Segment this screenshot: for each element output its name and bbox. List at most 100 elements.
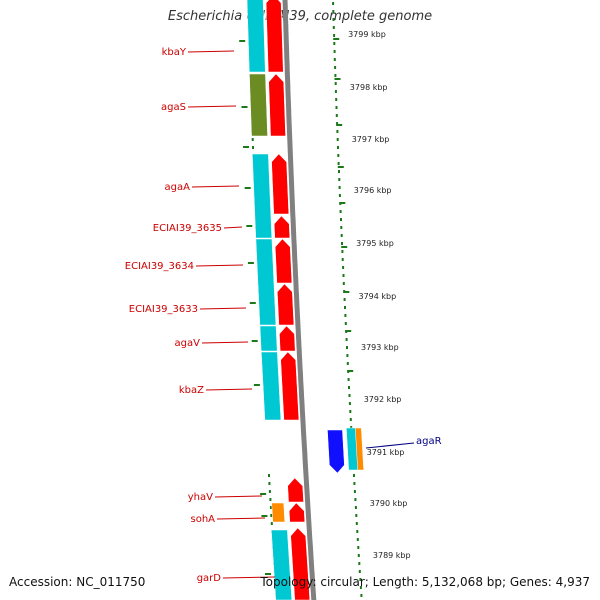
tick-ring-inner: [251, 138, 254, 141]
kbp-label: 3792 kbp: [364, 395, 402, 404]
tick-ring-inner: [269, 498, 272, 501]
leader-line-agaV: [201, 341, 249, 344]
tick-ring-outer: [348, 386, 350, 389]
feature-tick: [345, 330, 352, 332]
tick-ring-outer: [344, 306, 346, 309]
cds-yhaV: [287, 477, 304, 503]
tick-ring-outer: [334, 90, 337, 93]
leader-line-garD: [222, 576, 276, 579]
tick-ring-outer: [342, 282, 345, 285]
gene-label-agaA: agaA: [165, 182, 191, 193]
tick-ring-outer: [354, 506, 357, 509]
feature-tick: [239, 40, 246, 42]
cds-kbaY: [265, 0, 284, 73]
tick-ring-outer: [354, 498, 357, 501]
kbp-label: 3790 kbp: [370, 499, 408, 508]
tick-ring-inner: [252, 146, 254, 149]
cds-ECIAI39_3633: [277, 283, 295, 326]
tick-ring-outer: [343, 298, 346, 301]
tick-ring-outer: [340, 226, 343, 229]
leader-line-sohA: [216, 517, 266, 520]
feature-tick: [261, 515, 268, 517]
cog-block-garD: [271, 529, 293, 600]
tick-ring-outer: [356, 530, 359, 533]
feature-tick: [260, 493, 267, 495]
tick-ring-inner: [270, 514, 273, 517]
tick-ring-outer: [358, 570, 361, 573]
cds-agaR-orange: [355, 427, 364, 471]
tick-ring-outer: [348, 402, 351, 405]
cds-kbaZ: [280, 351, 300, 421]
feature-tick: [243, 146, 249, 148]
tick-ring-outer: [341, 258, 344, 261]
tick-ring-outer: [336, 122, 339, 125]
kbp-label: 3796 kbp: [354, 186, 392, 195]
tick-ring-outer: [357, 554, 360, 557]
leader-line-agaA: [191, 185, 240, 188]
tick-ring-outer: [341, 242, 343, 245]
tick-ring-outer: [338, 178, 341, 181]
tick-ring-outer: [341, 250, 344, 253]
tick-ring-outer: [334, 74, 337, 77]
tick-ring-inner: [268, 482, 271, 485]
tick-ring-outer: [357, 546, 360, 549]
gene-label-sohA: sohA: [190, 514, 215, 525]
feature-tick: [247, 262, 254, 264]
tick-ring-outer: [346, 362, 349, 365]
cog-block-agaA: [252, 153, 273, 239]
tick-ring-outer: [337, 162, 340, 165]
gene-label-kbaZ: kbaZ: [179, 385, 204, 396]
tick-ring-outer: [350, 426, 353, 429]
tick-ring-outer: [346, 346, 348, 349]
tick-ring-outer: [344, 314, 347, 317]
tick-ring-outer: [332, 2, 335, 5]
tick-ring-outer: [333, 58, 336, 61]
gene-label-garD: garD: [197, 573, 222, 584]
tick-ring-outer: [353, 482, 356, 485]
feature-tick: [343, 291, 350, 293]
genome-summary-text: Topology: circular; Length: 5,132,068 bp…: [260, 575, 590, 589]
feature-tick: [251, 340, 258, 342]
feature-tick: [347, 370, 354, 372]
map-title: Escherichia coli IAI39, complete genome: [167, 9, 433, 24]
gene-label-yhaV: yhaV: [188, 492, 213, 503]
cds-agaA: [271, 153, 290, 215]
leader-line-agaS: [187, 105, 237, 108]
tick-ring-outer: [346, 354, 349, 357]
tick-ring-outer: [338, 170, 340, 173]
tick-ring-outer: [340, 234, 343, 237]
feature-tick: [249, 302, 256, 304]
feature-tick: [241, 106, 248, 108]
tick-ring-outer: [355, 514, 358, 517]
feature-tick: [339, 202, 346, 204]
tick-ring-outer: [333, 34, 336, 37]
tick-ring-outer: [349, 410, 352, 413]
leader-line-ECIAI39_3635: [223, 226, 243, 229]
cog-block-kbaZ: [261, 351, 282, 421]
feature-tick: [333, 38, 340, 40]
tick-ring-outer: [333, 42, 336, 45]
tick-ring-outer: [342, 274, 345, 277]
cds-sohA: [288, 502, 306, 523]
feature-tick: [341, 246, 348, 248]
feature-tick: [244, 187, 251, 189]
tick-ring-outer: [342, 266, 345, 269]
feature-tick: [265, 573, 271, 575]
tick-ring-outer: [344, 322, 347, 325]
leader-line-ECIAI39_3633: [199, 307, 247, 310]
kbp-label: 3789 kbp: [373, 551, 411, 560]
accession-text: Accession: NC_011750: [9, 575, 146, 589]
tick-ring-outer: [337, 154, 340, 157]
kbp-label: 3798 kbp: [350, 83, 388, 92]
tick-ring-outer: [338, 194, 341, 197]
gene-label-ECIAI39_3634: ECIAI39_3634: [125, 261, 194, 272]
tick-ring-outer: [349, 418, 352, 421]
cds-agaV: [279, 325, 296, 352]
feature-tick: [334, 78, 341, 80]
tick-ring-outer: [353, 474, 355, 477]
cog-block-agaS: [249, 73, 268, 137]
kbp-label: 3795 kbp: [356, 239, 394, 248]
feature-tick: [337, 166, 344, 168]
